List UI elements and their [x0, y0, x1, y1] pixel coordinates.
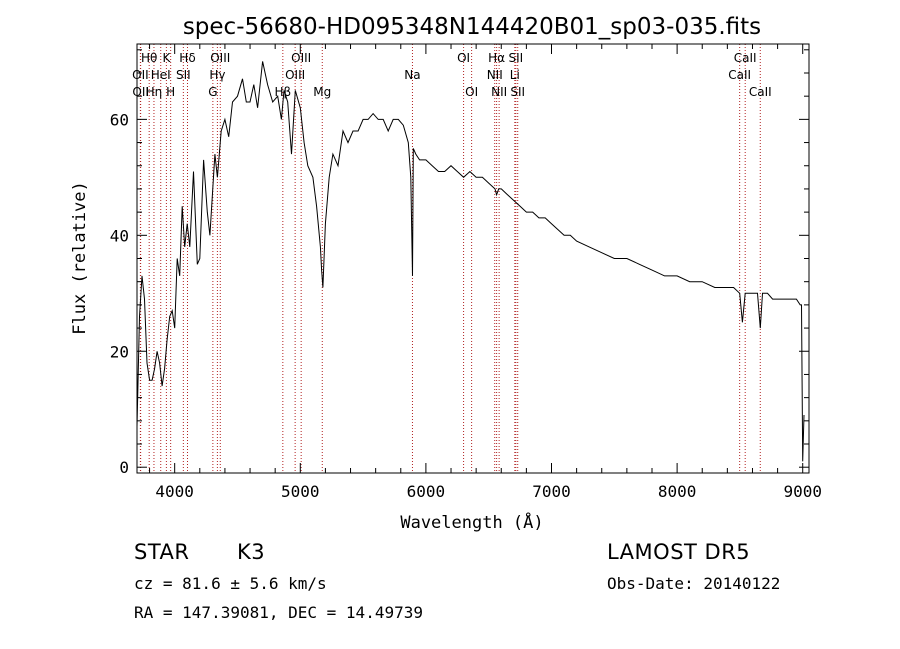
coordinates: RA = 147.39081, DEC = 14.49739 — [134, 603, 423, 622]
plot-frame — [136, 43, 810, 474]
line-label-Hδ: Hδ — [179, 51, 195, 65]
spectral-line-markers — [139, 44, 761, 473]
x-axis: 4000 5000 6000 7000 8000 9000 — [149, 44, 822, 501]
x-tick-label: 6000 — [407, 482, 446, 501]
chart-title: spec-56680-HD095348N144420B01_sp03-035.f… — [183, 14, 761, 40]
line-label-Hθ: Hθ — [141, 51, 157, 65]
line-label-Na: Na — [404, 68, 420, 82]
line-label-OIII: OIII — [291, 51, 311, 65]
line-label-CaII: CaII — [728, 68, 751, 82]
line-label-CaII: CaII — [749, 85, 772, 99]
x-tick-label: 7000 — [532, 482, 571, 501]
spectrum-series-line — [136, 61, 805, 462]
y-tick-label: 20 — [110, 342, 129, 361]
x-axis-label: Wavelength (Å) — [400, 511, 543, 533]
line-label-SII: SII — [510, 85, 525, 99]
redshift-velocity: cz = 81.6 ± 5.6 km/s — [134, 574, 327, 593]
y-tick-label: 40 — [110, 226, 129, 245]
survey-name: LAMOST DR5 — [607, 540, 751, 564]
y-axis-label: Flux (relative) — [70, 181, 90, 335]
line-label-Hγ: Hγ — [209, 68, 225, 82]
line-label-OIII: OIII — [285, 68, 305, 82]
line-label-OII: OII — [132, 68, 149, 82]
line-label-Li: Li — [510, 68, 520, 82]
line-label-H: H — [166, 85, 175, 99]
observation-date: Obs-Date: 20140122 — [607, 574, 781, 593]
line-label-OI: OI — [465, 85, 478, 99]
line-label-HeI: HeI — [151, 68, 171, 82]
line-label-CaII: CaII — [734, 51, 757, 65]
spectral-subclass: K3 — [237, 540, 266, 564]
line-label-G: G — [208, 85, 217, 99]
x-tick-label: 5000 — [281, 482, 320, 501]
x-tick-label: 8000 — [658, 482, 697, 501]
line-label-Hη: Hη — [146, 85, 163, 99]
line-label-NII: NII — [487, 68, 503, 82]
y-axis: 0 20 40 60 — [110, 49, 809, 477]
y-tick-label: 60 — [110, 110, 129, 129]
line-label-K: K — [162, 51, 171, 65]
x-tick-label: 9000 — [783, 482, 822, 501]
line-label-Mg: Mg — [313, 85, 331, 99]
line-label-SII: SII — [176, 68, 191, 82]
line-label-OIII: OIII — [210, 51, 230, 65]
object-type: STAR — [134, 540, 190, 564]
line-label-Hα: Hα — [488, 51, 505, 65]
x-tick-label: 4000 — [155, 482, 194, 501]
line-label-Hβ: Hβ — [274, 85, 291, 99]
line-label-NII: NII — [491, 85, 507, 99]
y-tick-label: 0 — [119, 458, 129, 477]
line-label-SII: SII — [508, 51, 523, 65]
line-label-OI: OI — [457, 51, 470, 65]
